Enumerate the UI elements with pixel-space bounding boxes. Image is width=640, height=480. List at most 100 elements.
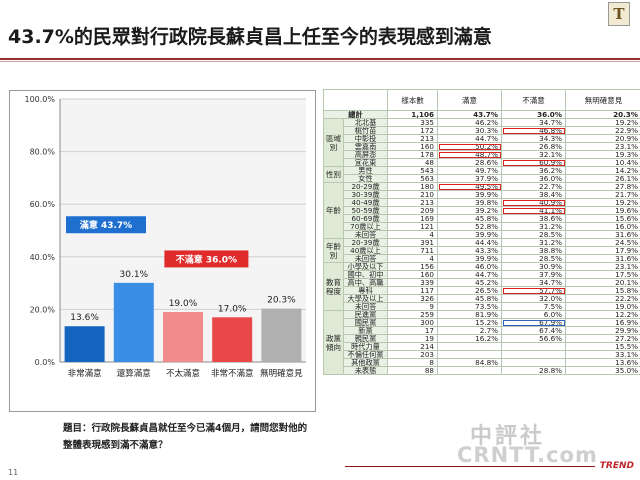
table-header-blank [323, 89, 388, 111]
cell-n: 9 [387, 302, 438, 311]
cell-none: 19.2% [565, 198, 640, 207]
cell-sat: 81.9% [437, 310, 502, 319]
cell-dis: 40.9% [501, 198, 566, 207]
cell-n: 48 [387, 158, 438, 167]
cell-none: 19.2% [565, 118, 640, 127]
row-label: 男性 [343, 166, 388, 175]
cell-none: 15.8% [565, 286, 640, 295]
row-label: 大學及以上 [343, 294, 388, 303]
cell-n: 300 [387, 318, 438, 327]
cell-dis: 38.4% [501, 190, 566, 199]
cell-sat: 43.3% [437, 246, 502, 255]
footer-line [345, 466, 595, 467]
data-label: 19.0% [169, 299, 198, 309]
cell-dis: 30.9% [501, 262, 566, 271]
cell-dis [501, 342, 566, 351]
annotation-dissatisfied: 不滿意 36.0% [176, 253, 237, 265]
cell-none: 23.1% [565, 262, 640, 271]
cell-sat: 16.2% [437, 334, 502, 343]
cell-sat: 44.7% [437, 270, 502, 279]
cell-sat: 44.7% [437, 134, 502, 143]
cell-none: 19.6% [565, 206, 640, 215]
cell-none: 35.0% [565, 366, 640, 375]
row-label: 雲嘉南 [343, 142, 388, 151]
cell-n: 88 [387, 366, 438, 375]
cell-n: 117 [387, 286, 438, 295]
cell-none: 13.6% [565, 358, 640, 367]
bar [212, 317, 253, 362]
y-tick-label: 40.0% [30, 253, 56, 262]
table-row: 新黨 17 2.7% 67.4% 29.9% [324, 326, 640, 335]
cell-none: 23.1% [565, 142, 640, 151]
y-tick-label: 0.0% [35, 358, 56, 367]
table-row: 40-49歲 213 39.8% 40.9% 19.2% [324, 198, 640, 207]
cell-sat: 39.9% [437, 230, 502, 239]
row-label: 國中、初中 [343, 270, 388, 279]
row-label: 未回答 [343, 230, 388, 239]
row-label: 60-69歲 [343, 214, 388, 223]
data-label: 20.3% [267, 296, 296, 306]
cell-none: 31.6% [565, 254, 640, 263]
row-label: 20-29歲 [343, 182, 388, 191]
crosstab-table: 樣本數 滿意 不滿意 無明確意見 總計 1,106 43.7% 36.0% 20.3% 區域別 北北… [323, 89, 640, 375]
cell-none: 24.5% [565, 238, 640, 247]
row-label: 20-39歲 [343, 238, 388, 247]
table-row: 政黨傾向 民進黨 259 81.9% 6.0% 12.2% [323, 310, 640, 375]
table-row: 高屏澎 178 48.7% 32.1% 19.3% [324, 150, 640, 159]
table-row: 年齡 20-29歲 180 49.5% 22.7% 27.8% [323, 182, 640, 239]
cell-dis: 34.7% [501, 118, 566, 127]
cell-dis: 56.6% [501, 334, 566, 343]
cell-n: 339 [387, 278, 438, 287]
group-label: 年齡 [323, 182, 344, 239]
group-label: 性別 [323, 166, 344, 183]
cell-sat: 84.8% [437, 358, 502, 367]
row-label: 40-49歲 [343, 198, 388, 207]
table-header: 樣本數 滿意 不滿意 無明確意見 [323, 89, 640, 111]
cell-n: 326 [387, 294, 438, 303]
page-number: 11 [8, 468, 19, 477]
cell-sat: 39.8% [437, 198, 502, 207]
bar-chart: 0.0% 20.0% 40.0% 60.0% 80.0% 100.0% 13.6% 非常滿意 3… [24, 95, 306, 379]
data-label: 13.6% [70, 313, 99, 323]
cell-dis: 31.2% [501, 222, 566, 231]
cell-dis [501, 358, 566, 367]
cell-dis: 28.5% [501, 254, 566, 263]
table-row: 60-69歲 169 45.8% 38.6% 15.6% [324, 214, 640, 223]
cell-dis: 36.0% [501, 110, 566, 119]
x-tick-label: 還算滿意 [117, 368, 151, 379]
cell-dis: 67.9% [501, 318, 566, 327]
cell-n: 180 [387, 182, 438, 191]
cell-none: 10.4% [565, 158, 640, 167]
title-divider-thin [0, 61, 640, 62]
cell-dis: 7.5% [501, 302, 566, 311]
cell-none: 27.8% [565, 182, 640, 191]
table-row: 30-39歲 210 39.9% 38.4% 21.7% [324, 190, 640, 199]
chart-panel: 0.0% 20.0% 40.0% 60.0% 80.0% 100.0% 13.6% 非常滿意 3… [9, 90, 316, 412]
cell-dis: 6.0% [501, 310, 566, 319]
table-row: 不偏任何黨 203 33.1% [324, 350, 640, 359]
cell-dis: 60.9% [501, 158, 566, 167]
cell-none: 20.3% [565, 110, 640, 119]
row-label: 民進黨 [343, 310, 388, 319]
cell-sat: 43.7% [437, 110, 502, 119]
annotation-box-satisfied [66, 216, 146, 234]
y-tick-label: 60.0% [30, 200, 56, 209]
cell-none: 20.1% [565, 278, 640, 287]
bar [261, 308, 302, 362]
x-tick-label: 不太滿意 [166, 368, 200, 379]
column-header: 不滿意 [501, 89, 566, 111]
cell-n: 17 [387, 326, 438, 335]
x-tick-label: 無明確意見 [260, 368, 303, 379]
cell-n: 1,106 [387, 110, 438, 119]
cell-dis: 57.7% [501, 286, 566, 295]
cell-sat: 44.4% [437, 238, 502, 247]
table-row: 未回答 4 39.9% 28.5% 31.6% [324, 254, 640, 263]
row-label: 30-39歲 [343, 190, 388, 199]
cell-none: 12.2% [565, 310, 640, 319]
cell-n: 19 [387, 334, 438, 343]
row-label: 女性 [343, 174, 388, 183]
table-row: 宜花東 48 28.6% 60.9% 10.4% [324, 158, 640, 167]
cell-sat: 30.3% [437, 126, 502, 135]
cell-n: 259 [387, 310, 438, 319]
cell-none: 17.9% [565, 246, 640, 255]
